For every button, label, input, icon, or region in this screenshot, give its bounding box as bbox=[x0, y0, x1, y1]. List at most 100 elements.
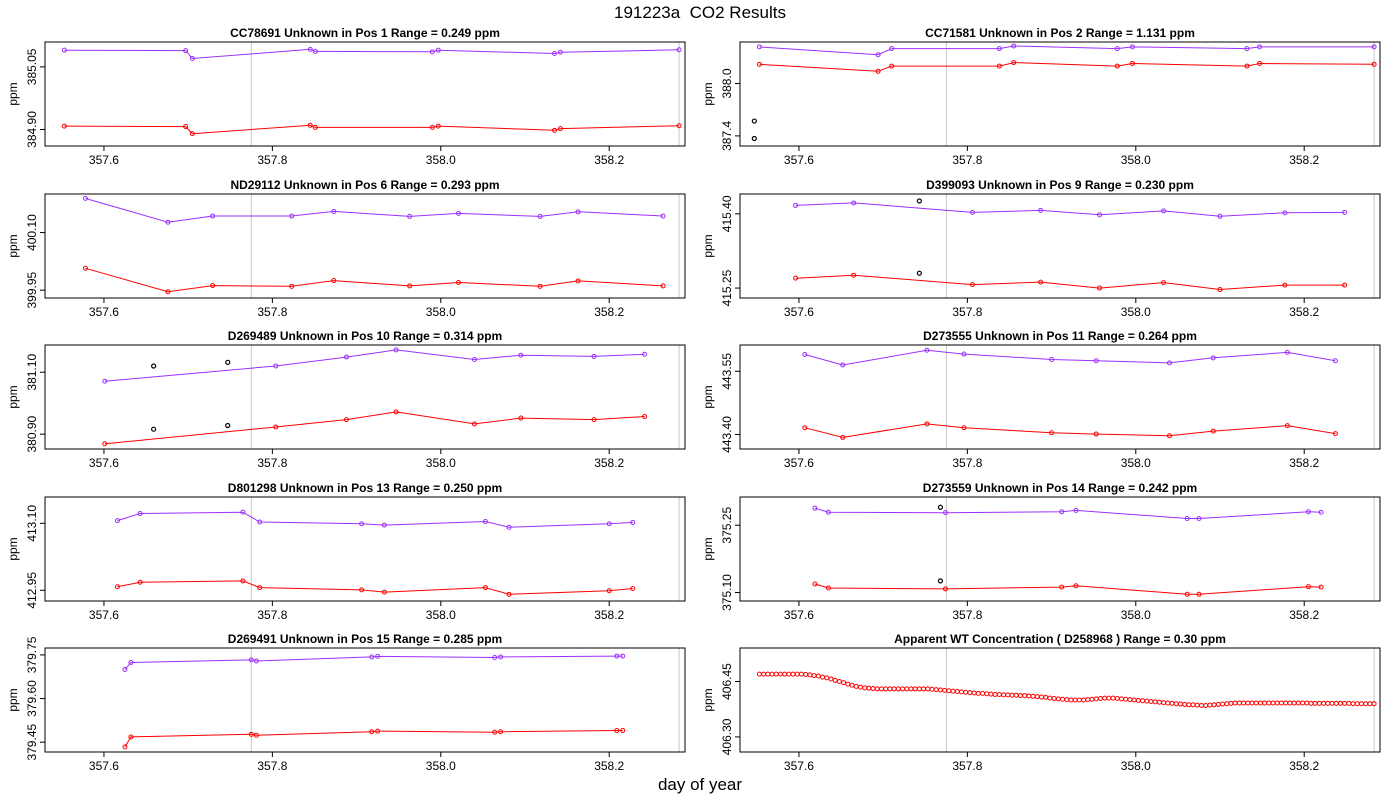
data-point-upper bbox=[1097, 212, 1103, 218]
data-point-wt bbox=[1316, 700, 1322, 706]
data-point-wt bbox=[836, 679, 842, 685]
series-line-lower bbox=[795, 274, 1345, 291]
x-tick-label: 357.6 bbox=[89, 608, 119, 622]
rejected-point bbox=[937, 504, 944, 510]
data-point-upper bbox=[492, 655, 498, 661]
series-line-lower bbox=[124, 730, 623, 748]
data-point-wt bbox=[1321, 700, 1327, 706]
data-point-wt bbox=[1051, 696, 1057, 702]
data-point-upper bbox=[114, 518, 120, 524]
panel-title: CC71581 Unknown in Pos 2 Range = 1.131 p… bbox=[925, 26, 1195, 40]
x-tick-label: 357.6 bbox=[89, 759, 119, 773]
data-point-upper bbox=[1049, 357, 1055, 363]
data-point-wt bbox=[1089, 696, 1095, 702]
data-point-wt bbox=[820, 674, 826, 680]
data-point-upper bbox=[343, 354, 349, 360]
data-point-upper bbox=[802, 351, 808, 357]
data-point-wt bbox=[980, 690, 986, 696]
data-point-wt bbox=[1072, 697, 1078, 703]
data-point-upper bbox=[1332, 358, 1338, 364]
series-line-lower bbox=[804, 423, 1336, 438]
data-point-lower bbox=[802, 425, 808, 431]
data-point-upper bbox=[1129, 44, 1135, 50]
data-point-wt bbox=[1114, 696, 1120, 702]
y-tick-label: 387.4 bbox=[720, 121, 734, 151]
y-tick-label: 379.60 bbox=[25, 680, 39, 717]
series-line-upper bbox=[104, 349, 645, 382]
y-tick-label: 385.05 bbox=[25, 48, 39, 85]
data-point-upper bbox=[128, 659, 134, 665]
data-point-wt bbox=[777, 671, 783, 677]
data-point-wt bbox=[1203, 703, 1209, 709]
data-point-lower bbox=[429, 124, 435, 130]
data-point-upper bbox=[1244, 46, 1250, 52]
data-point-lower bbox=[257, 585, 263, 591]
data-point-wt bbox=[1060, 696, 1066, 702]
data-point-wt bbox=[815, 673, 821, 679]
y-tick-label: 375.25 bbox=[720, 507, 734, 544]
data-point-wt bbox=[756, 671, 762, 677]
data-point-upper bbox=[482, 519, 488, 525]
data-point-upper bbox=[1257, 44, 1263, 50]
data-point-lower bbox=[1011, 60, 1017, 66]
data-point-wt bbox=[958, 689, 964, 695]
data-point-wt bbox=[1253, 700, 1259, 706]
x-tick-label: 358.0 bbox=[426, 305, 456, 319]
x-tick-label: 357.6 bbox=[89, 305, 119, 319]
data-point-lower bbox=[253, 732, 259, 738]
data-point-upper bbox=[183, 48, 189, 54]
series-line-upper bbox=[795, 202, 1345, 217]
data-point-wt bbox=[908, 686, 914, 692]
x-tick-label: 358.2 bbox=[594, 608, 624, 622]
data-point-lower bbox=[1184, 591, 1190, 597]
data-point-upper bbox=[996, 46, 1002, 52]
data-point-lower bbox=[1244, 63, 1250, 69]
data-point-wt bbox=[1123, 696, 1129, 702]
data-point-wt bbox=[1093, 696, 1099, 702]
data-point-upper bbox=[924, 347, 930, 353]
data-point-wt bbox=[1224, 701, 1230, 707]
data-point-wt bbox=[954, 689, 960, 695]
data-point-lower bbox=[381, 589, 387, 595]
y-axis-label: ppm bbox=[701, 688, 715, 711]
data-point-wt bbox=[1266, 700, 1272, 706]
data-point-lower bbox=[875, 68, 881, 74]
chart-panel-4: D399093 Unknown in Pos 9 Range = 0.230 p… bbox=[701, 178, 1381, 319]
y-tick-label: 379.75 bbox=[25, 636, 39, 673]
chart-panel-2: CC71581 Unknown in Pos 2 Range = 1.131 p… bbox=[701, 26, 1381, 167]
data-point-lower bbox=[114, 584, 120, 590]
data-point-upper bbox=[1217, 213, 1223, 219]
data-point-upper bbox=[312, 48, 318, 54]
data-point-wt bbox=[798, 671, 804, 677]
data-point-lower bbox=[518, 415, 524, 421]
data-point-upper bbox=[1371, 44, 1377, 50]
data-point-upper bbox=[660, 213, 666, 219]
data-point-upper bbox=[1161, 208, 1167, 214]
panel-frame bbox=[44, 496, 686, 602]
panel-title: D269491 Unknown in Pos 15 Range = 0.285 … bbox=[228, 632, 502, 646]
data-point-upper bbox=[253, 658, 259, 664]
data-point-lower bbox=[630, 586, 636, 592]
data-point-wt bbox=[1207, 702, 1213, 708]
data-point-lower bbox=[575, 278, 581, 284]
data-point-upper bbox=[1305, 509, 1311, 515]
data-point-lower bbox=[969, 282, 975, 288]
data-point-wt bbox=[1257, 700, 1263, 706]
panel-frame bbox=[739, 193, 1381, 299]
data-point-lower bbox=[961, 425, 967, 431]
data-point-wt bbox=[963, 689, 969, 695]
data-point-lower bbox=[1166, 433, 1172, 439]
data-point-upper bbox=[575, 209, 581, 215]
data-point-wt bbox=[967, 690, 973, 696]
data-point-wt bbox=[1232, 700, 1238, 706]
rejected-point bbox=[751, 135, 757, 142]
data-point-upper bbox=[591, 353, 597, 359]
y-tick-label: 375.10 bbox=[720, 574, 734, 611]
y-axis-label: ppm bbox=[701, 537, 715, 560]
data-point-wt bbox=[824, 675, 830, 681]
series-line-upper bbox=[759, 45, 1375, 56]
panel-frame bbox=[44, 647, 686, 753]
x-tick-label: 358.0 bbox=[1121, 759, 1151, 773]
data-point-wt bbox=[1249, 700, 1255, 706]
x-tick-label: 358.2 bbox=[594, 153, 624, 167]
